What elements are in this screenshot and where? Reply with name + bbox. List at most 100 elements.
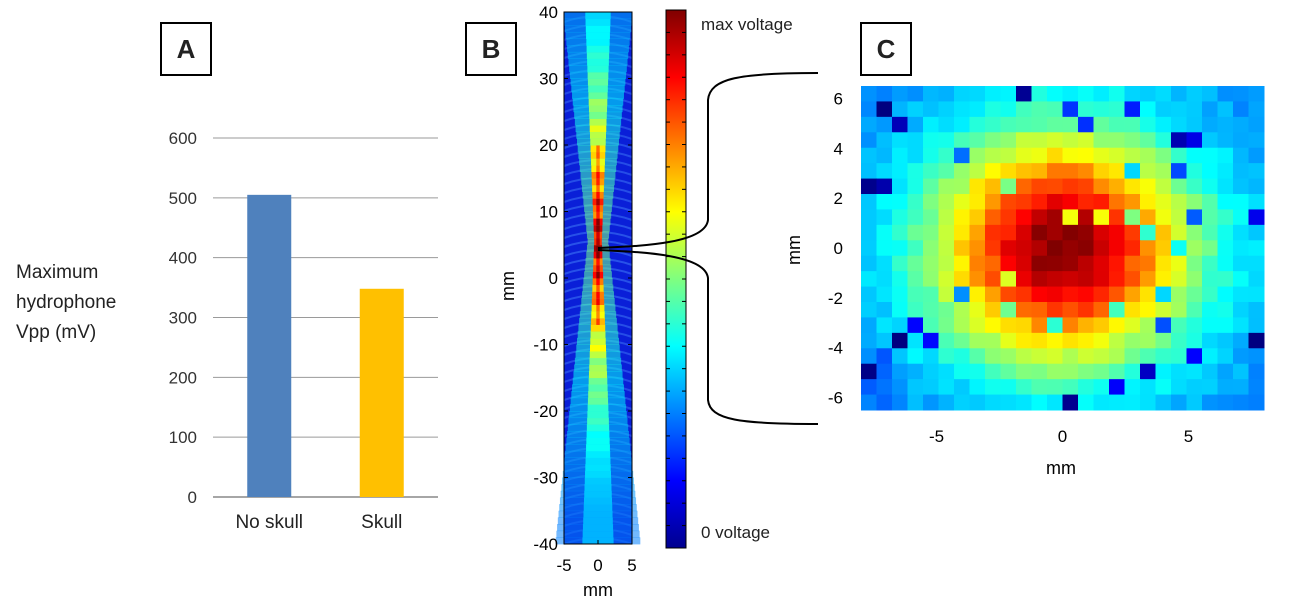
- c-heatmap-cell: [1000, 240, 1017, 257]
- c-heatmap-cell: [923, 379, 939, 396]
- c-heatmap-cell: [892, 163, 908, 180]
- c-heatmap-cell: [1155, 209, 1172, 226]
- c-heatmap-cell: [985, 209, 1001, 226]
- c-heatmap-cell: [907, 132, 924, 149]
- b-beam-core-strip: [586, 437, 610, 445]
- c-heatmap-cell: [1078, 302, 1094, 318]
- c-heatmap-cell: [938, 348, 955, 365]
- c-heatmap-cell: [876, 255, 893, 272]
- c-heatmap-cell: [1093, 379, 1110, 396]
- c-heatmap-cell: [892, 255, 908, 272]
- c-heatmap-cell: [938, 332, 955, 349]
- c-heatmap-cell: [1124, 286, 1141, 303]
- c-heatmap-cell: [1140, 348, 1156, 365]
- b-beam-peak-strip: [596, 204, 600, 212]
- c-heatmap-cell: [1062, 255, 1079, 272]
- c-heatmap-cell: [1140, 224, 1156, 241]
- a-y-tick-labels: 0 100 200 300 400 500 600: [169, 129, 197, 507]
- c-heatmap-cell: [1062, 317, 1079, 334]
- a-y-axis-label-line-2: hydrophone: [16, 292, 116, 313]
- c-heatmap-cell: [1047, 240, 1063, 257]
- c-heatmap-cells: [861, 86, 1265, 411]
- b-beam-core-strip: [587, 78, 609, 86]
- b-beam-core-strip: [589, 125, 607, 133]
- c-heatmap-cell: [1000, 132, 1017, 149]
- b-y-tick-label: -30: [533, 469, 558, 488]
- c-heatmap-cell: [1062, 240, 1079, 257]
- c-heatmap-cell: [1047, 286, 1063, 303]
- c-heatmap-cell: [969, 286, 986, 303]
- c-heatmap-cell: [969, 271, 986, 288]
- c-heatmap-cell: [1248, 194, 1265, 210]
- c-heatmap-cell: [1000, 255, 1017, 272]
- c-heatmap-cell: [954, 271, 970, 288]
- c-heatmap-cell: [954, 379, 970, 396]
- c-heatmap-cell: [1217, 394, 1234, 411]
- c-heatmap-cell: [1186, 286, 1203, 303]
- c-heatmap-cell: [969, 394, 986, 411]
- c-heatmap-cell: [923, 317, 939, 334]
- c-heatmap-cell: [969, 255, 986, 272]
- b-beam-peak-strip: [596, 317, 600, 325]
- c-heatmap-cell: [907, 255, 924, 272]
- b-y-tick-label: -20: [533, 402, 558, 421]
- c-heatmap-cell: [923, 271, 939, 288]
- c-heatmap-cell: [1140, 317, 1156, 334]
- c-heatmap-cell: [861, 116, 877, 133]
- c-heatmap-cell: [1248, 163, 1265, 180]
- c-heatmap-cell: [1016, 163, 1032, 180]
- c-heatmap-cell: [1155, 363, 1172, 380]
- c-heatmap-cell: [1155, 394, 1172, 411]
- c-heatmap-cell: [907, 101, 924, 118]
- c-heatmap-cell: [1062, 379, 1079, 396]
- c-heatmap-cell: [1031, 86, 1048, 102]
- c-heatmap-cell: [1217, 240, 1234, 257]
- beam-heatmap: -40 -30 -20 -10 0 10 20 30 40 -5 0 5 mm mm: [498, 3, 641, 600]
- c-heatmap-cell: [1140, 240, 1156, 257]
- c-heatmap-cell: [1171, 363, 1187, 380]
- c-heatmap-cell: [1217, 379, 1234, 396]
- c-heatmap-cell: [938, 271, 955, 288]
- c-heatmap-cell: [876, 240, 893, 257]
- c-heatmap-cell: [907, 363, 924, 380]
- b-y-tick-label: 40: [539, 3, 558, 22]
- c-heatmap-cell: [1093, 163, 1110, 180]
- c-heatmap-cell: [1217, 163, 1234, 180]
- c-heatmap-cell: [861, 132, 877, 149]
- c-heatmap-cell: [892, 302, 908, 318]
- c-heatmap-cell: [1078, 132, 1094, 149]
- c-heatmap-cell: [1093, 255, 1110, 272]
- b-beam-peak-strip: [596, 258, 600, 266]
- c-heatmap-cell: [985, 101, 1001, 118]
- b-beam-core-strip: [584, 477, 612, 485]
- c-heatmap-cell: [1062, 332, 1079, 349]
- c-heatmap-cell: [969, 101, 986, 118]
- c-heatmap-cell: [1093, 317, 1110, 334]
- c-heatmap-cell: [985, 163, 1001, 180]
- c-heatmap-cell: [1109, 302, 1125, 318]
- c-heatmap-cell: [954, 255, 970, 272]
- c-heatmap-cell: [1248, 224, 1265, 241]
- c-heatmap-cell: [938, 132, 955, 149]
- c-heatmap-cell: [954, 317, 970, 334]
- c-heatmap-cell: [1233, 317, 1249, 334]
- c-heatmap-cell: [969, 317, 986, 334]
- c-heatmap-cell: [1000, 363, 1017, 380]
- c-heatmap-cell: [1078, 86, 1094, 102]
- b-beam-peak-strip: [596, 304, 600, 312]
- c-heatmap-cell: [1078, 163, 1094, 180]
- c-heatmap-cell: [861, 286, 877, 303]
- c-heatmap-cell: [985, 132, 1001, 149]
- c-heatmap-cell: [1109, 332, 1125, 349]
- c-heatmap-cell: [1202, 348, 1218, 365]
- c-x-tick-label: -5: [929, 427, 944, 446]
- c-heatmap-cell: [1233, 178, 1249, 195]
- c-heatmap-cell: [923, 302, 939, 318]
- c-heatmap-cell: [892, 394, 908, 411]
- c-heatmap-cell: [923, 240, 939, 257]
- c-heatmap-cell: [1171, 101, 1187, 118]
- b-beam-core-strip: [584, 484, 612, 492]
- c-x-tick-label: 5: [1184, 427, 1193, 446]
- c-heatmap-cell: [907, 224, 924, 241]
